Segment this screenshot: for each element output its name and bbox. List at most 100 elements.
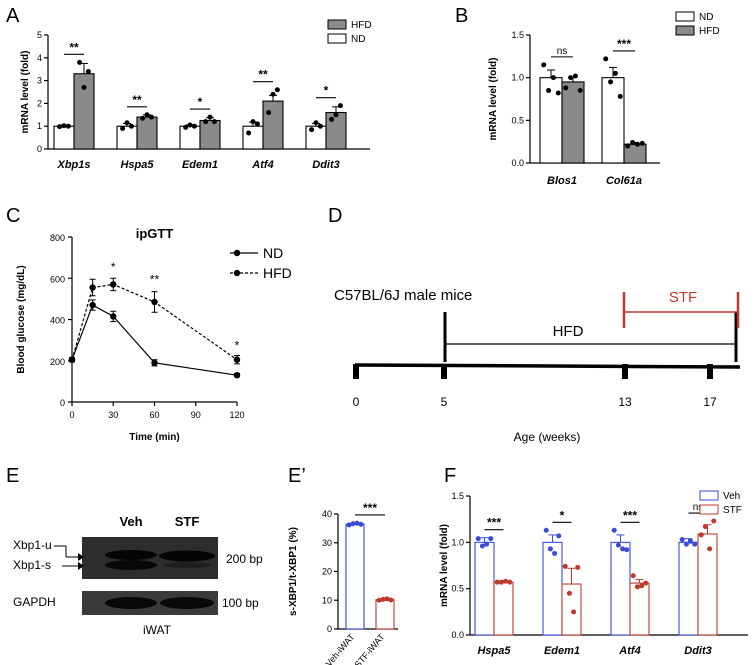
blot-tissue-label: iWAT [143, 623, 172, 637]
data-point [617, 93, 623, 99]
band-veh-xbp1u [105, 550, 157, 560]
data-point [81, 84, 87, 90]
data-point [572, 73, 578, 79]
significance-label: ns [557, 46, 568, 57]
y-tick-label: 5 [37, 30, 42, 40]
data-point [634, 141, 640, 147]
data-point [552, 550, 558, 556]
bar-veh-atf4 [610, 541, 631, 636]
bar-nd-edem1 [179, 125, 201, 150]
bar-hfd-ddit3 [325, 111, 347, 150]
data-point [571, 609, 577, 615]
blot-loading-label: GAPDH [13, 595, 56, 609]
data-point [620, 546, 626, 552]
bar-veh-hspa5 [474, 541, 495, 636]
data-point [329, 116, 335, 122]
data-point [630, 573, 636, 579]
data-point [507, 579, 513, 585]
bar-value-veh-iwat [345, 523, 365, 630]
timeline-tick-label-5: 5 [441, 395, 448, 409]
data-point [603, 56, 609, 62]
data-point [692, 541, 698, 547]
category-label-edem1: Edem1 [544, 645, 580, 657]
data-point [608, 79, 614, 85]
data-point [698, 532, 704, 538]
data-point [624, 547, 630, 553]
data-point [61, 123, 67, 129]
significance-label: * [198, 95, 203, 109]
y-tick-label: 800 [50, 233, 65, 243]
category-label-blos1: Blos1 [547, 175, 577, 187]
data-point [639, 583, 645, 589]
band-label-xbp1s: Xbp1-s [13, 558, 51, 572]
category-label-hspa5: Hspa5 [120, 159, 154, 171]
data-point [309, 127, 315, 133]
data-point [246, 130, 252, 136]
legend-label-hfd: HFD [699, 26, 720, 37]
data-point [575, 564, 581, 570]
timeline-axis [354, 363, 741, 369]
y-tick-label: 10 [322, 595, 332, 605]
x-tick-label: 120 [229, 410, 244, 420]
data-point [207, 114, 213, 120]
data-point [346, 522, 352, 528]
significance-annotation: * [235, 338, 240, 352]
y-tick-label: 1 [37, 121, 42, 131]
x-tick-label: 90 [191, 410, 201, 420]
panel-label-e: E [6, 465, 19, 487]
data-point [57, 124, 63, 130]
band-veh-xbp1s [105, 560, 157, 570]
bar-nd-ddit3 [305, 125, 327, 150]
y-tick-label: 30 [322, 538, 332, 548]
y-axis-label: mRNA level (fold) [439, 524, 450, 607]
arrow-xbp1u-icon [78, 553, 84, 561]
significance-annotation: ** [150, 272, 160, 286]
data-point [546, 87, 552, 93]
legend-swatch-nd [327, 33, 347, 44]
data-point [384, 596, 390, 602]
data-point [65, 123, 71, 129]
x-axis-label: Time (min) [129, 432, 179, 443]
data-point [203, 119, 209, 125]
data-point [148, 114, 154, 120]
data-point [484, 541, 490, 547]
data-point [503, 578, 509, 584]
y-axis-label: mRNA level (fold) [488, 58, 499, 141]
arrow-xbp1s-icon [78, 562, 84, 570]
significance-label: *** [363, 501, 377, 515]
legend-label-nd: ND [351, 34, 365, 45]
data-point [317, 123, 323, 129]
category-label-atf4: Atf4 [618, 645, 640, 657]
data-point [337, 103, 343, 109]
legend-label-nd: ND [263, 245, 283, 261]
legend-swatch-nd [675, 11, 695, 22]
panel-label-c: C [6, 205, 20, 227]
timeline-diagram: C57BL/6J male mice 0 5 13 17 Age (weeks)… [334, 287, 741, 444]
hfd-label: HFD [553, 323, 584, 340]
data-point [568, 75, 574, 81]
bar-hfd-atf4 [262, 100, 284, 150]
band-label-xbp1u: Xbp1-u [13, 538, 52, 552]
bar-stf-atf4 [629, 582, 650, 636]
panel-label-d: D [328, 205, 342, 227]
y-tick-label: 2 [37, 98, 42, 108]
significance-label: * [324, 84, 329, 98]
data-point [144, 112, 150, 118]
data-point [140, 115, 146, 121]
bar-value-stf-iwat [375, 599, 395, 630]
data-point [313, 120, 319, 126]
data-point [358, 521, 364, 527]
data-point-hfd [68, 356, 76, 363]
band-stf-gapdh [160, 597, 214, 609]
data-point [550, 75, 556, 81]
legend-label-stf: STF [723, 505, 742, 516]
legend-label-veh: Veh [723, 491, 740, 502]
bar-nd-hspa5 [116, 125, 138, 150]
significance-label: *** [623, 508, 637, 522]
category-label-edem1: Edem1 [182, 159, 218, 171]
data-point [562, 563, 568, 569]
data-point [124, 120, 130, 126]
data-point-hfd [151, 298, 158, 306]
data-point-nd [233, 371, 241, 379]
